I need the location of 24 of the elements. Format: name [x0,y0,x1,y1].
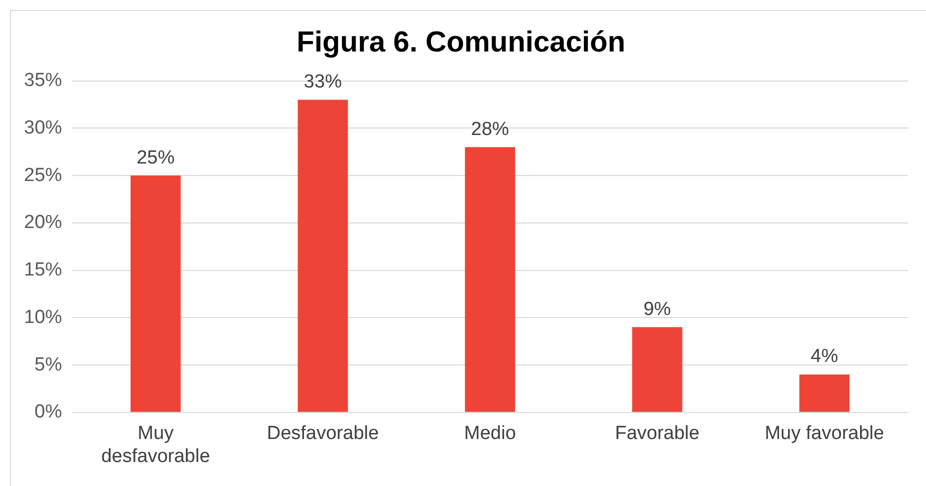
bar [298,100,348,412]
bar [799,374,850,412]
y-tick-label: 30% [24,117,62,138]
chart-title: Figura 6. Comunicación [296,26,626,58]
bar [632,327,682,412]
data-label: 28% [471,118,510,140]
x-tick-label: Muy favorable [764,423,884,444]
data-label: 4% [810,346,838,368]
data-label: 25% [136,147,175,168]
x-tick-label: Favorable [614,423,700,444]
y-tick-label: 35% [24,70,62,92]
x-tick-label: Medio [464,423,516,444]
y-tick-label: 10% [24,306,62,328]
y-tick-label: 15% [24,260,62,281]
y-tick-label: 5% [34,354,62,376]
data-label: 9% [643,298,672,320]
y-tick-label: 20% [24,212,62,234]
data-label: 33% [304,71,342,92]
y-tick-label: 0% [34,402,62,423]
x-tick-label: Desfavorable [266,423,379,444]
bar [130,176,181,412]
x-tick-label: Muy desfavorable [101,423,210,467]
y-tick-label: 25% [24,164,62,186]
bar [464,147,516,412]
